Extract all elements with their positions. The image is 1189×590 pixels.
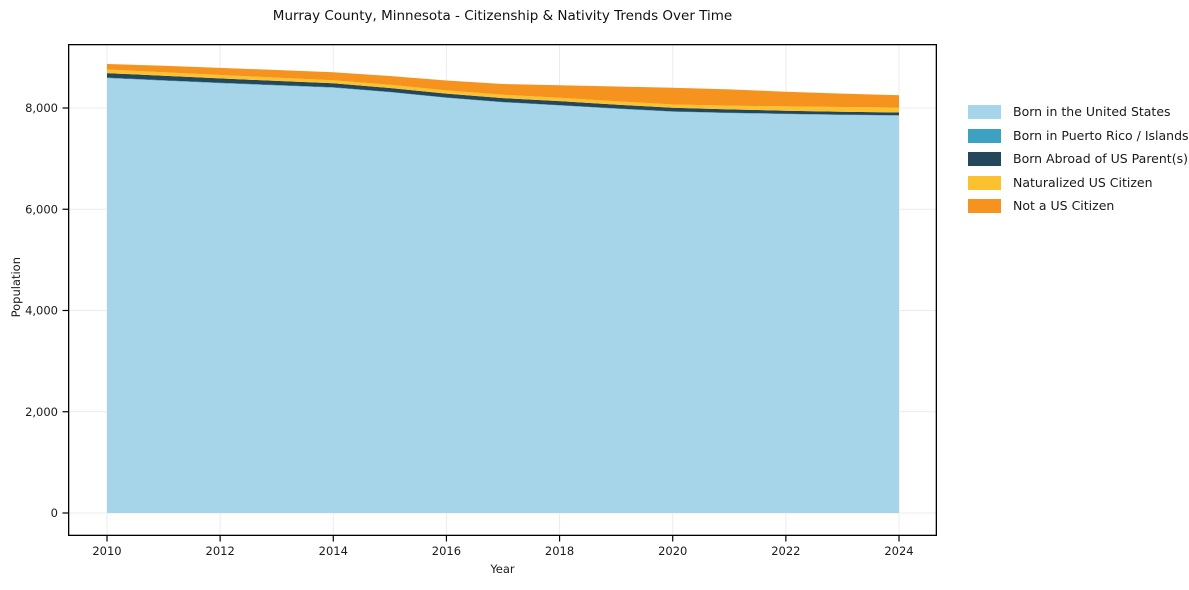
legend-entry: Not a US Citizen (968, 199, 1189, 213)
legend-label: Born Abroad of US Parent(s) (1013, 151, 1188, 166)
x-tick-label: 2014 (319, 544, 348, 558)
area-series (107, 78, 899, 513)
legend-swatch (968, 199, 1001, 213)
plot-area: 2010 2012 2014 2016 2018 2020 2022 2024 0 2,000 4,… (25, 43, 938, 558)
legend-entry: Born in the United States (968, 105, 1189, 119)
area-series (107, 64, 899, 108)
x-tick-label: 2010 (92, 544, 121, 558)
legend-swatch (968, 105, 1001, 119)
legend-entry: Born in Puerto Rico / Islands (968, 127, 1189, 143)
y-tick-label: 6,000 (25, 202, 58, 216)
area-series (107, 77, 899, 116)
axes-frame (67, 43, 938, 537)
x-tick-label: 2012 (206, 544, 235, 558)
legend-label: Born in Puerto Rico / Islands (1013, 127, 1189, 143)
y-tick-label: 0 (51, 506, 58, 520)
y-tick-label: 4,000 (25, 304, 58, 318)
x-tick-label: 2024 (884, 544, 913, 558)
x-axis-label: Year (490, 562, 515, 576)
legend-swatch (968, 152, 1001, 166)
y-tick-label: 2,000 (25, 405, 58, 419)
legend-entry: Born Abroad of US Parent(s) (968, 152, 1189, 166)
legend-label: Born in the United States (1013, 104, 1171, 119)
area-series (107, 69, 899, 113)
x-tick-label: 2018 (545, 544, 574, 558)
y-tick-label: 8,000 (25, 101, 58, 115)
legend: Born in the United States Born in Puerto … (968, 105, 1189, 223)
x-tick-label: 2022 (771, 544, 800, 558)
chart-title: Murray County, Minnesota - Citizenship &… (272, 8, 733, 24)
legend-swatch (968, 175, 1001, 190)
legend-swatch (968, 128, 1001, 143)
y-axis-label: Population (9, 257, 23, 318)
area-series (107, 73, 899, 116)
legend-entry: Naturalized US Citizen (968, 174, 1189, 190)
x-tick-label: 2016 (432, 544, 461, 558)
x-tick-label: 2020 (658, 544, 687, 558)
legend-label: Not a US Citizen (1013, 198, 1115, 213)
legend-label: Naturalized US Citizen (1013, 174, 1153, 190)
